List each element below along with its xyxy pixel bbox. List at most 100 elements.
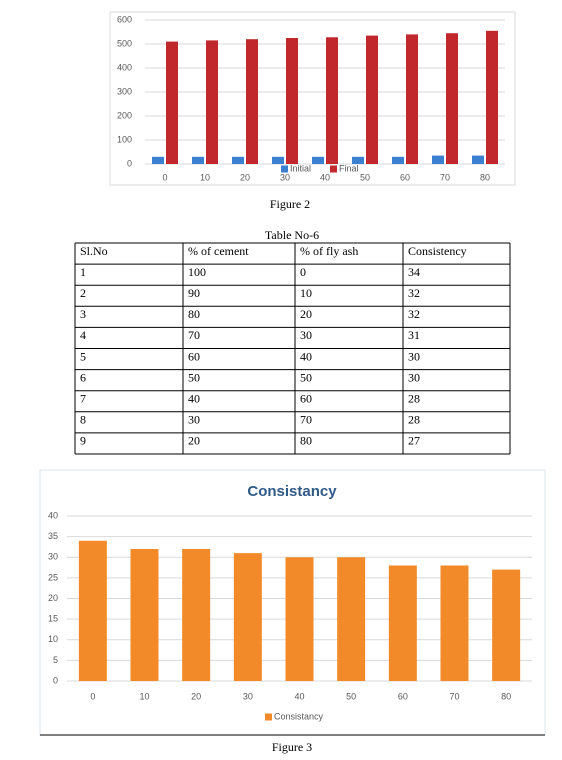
y-tick-label: 300 xyxy=(117,86,132,96)
table-cell: 31 xyxy=(408,328,420,342)
bar xyxy=(246,39,258,165)
bar xyxy=(388,565,417,681)
x-tick-label: 50 xyxy=(346,691,356,701)
x-tick-label: 0 xyxy=(90,691,95,701)
x-tick-label: 60 xyxy=(398,691,408,701)
x-tick-label: 80 xyxy=(501,691,511,701)
table-cell: 3 xyxy=(80,307,86,321)
table: Sl.No % of cement % of fly ash Consistency 1… xyxy=(74,242,511,455)
y-tick-label: 20 xyxy=(48,593,58,603)
table-cell: 7 xyxy=(80,391,86,405)
x-tick-label: 80 xyxy=(480,172,490,182)
table-cell: 6 xyxy=(80,370,86,384)
bar xyxy=(486,30,498,164)
x-tick-label: 30 xyxy=(280,172,290,182)
table-cell: 34 xyxy=(408,265,420,279)
x-tick-label: 20 xyxy=(191,691,201,701)
legend-label: Consistancy xyxy=(274,711,324,721)
table-cell: 32 xyxy=(408,286,420,300)
y-tick-label: 200 xyxy=(117,110,132,120)
table-cell: 30 xyxy=(408,370,420,384)
x-tick-label: 50 xyxy=(360,172,370,182)
bar xyxy=(352,156,364,164)
table-cell: 100 xyxy=(188,265,206,279)
bar xyxy=(326,37,338,164)
table-cell: 20 xyxy=(300,307,312,321)
bar xyxy=(492,569,521,681)
table-cell: 50 xyxy=(300,370,312,384)
bar xyxy=(406,34,418,165)
bar xyxy=(312,156,324,164)
y-tick-label: 600 xyxy=(117,14,132,24)
table-header: % of fly ash xyxy=(300,244,358,258)
table-cell: 8 xyxy=(80,413,86,427)
figure-caption: Figure 2 xyxy=(270,197,310,211)
table-cell: 27 xyxy=(408,434,420,448)
legend-swatch xyxy=(330,165,337,173)
table-cell: 28 xyxy=(408,391,420,405)
table-header: Consistency xyxy=(408,244,467,258)
legend-label: Initial xyxy=(290,163,311,173)
x-tick-label: 40 xyxy=(320,172,330,182)
bar xyxy=(233,553,262,681)
bar xyxy=(446,33,458,165)
bar xyxy=(166,41,178,164)
legend-label: Final xyxy=(339,163,359,173)
bar xyxy=(206,40,218,164)
x-tick-label: 10 xyxy=(139,691,149,701)
y-tick-label: 25 xyxy=(48,572,58,582)
table-cell: 1 xyxy=(80,265,86,279)
y-tick-label: 35 xyxy=(48,531,58,541)
x-tick-label: 40 xyxy=(294,691,304,701)
x-tick-label: 60 xyxy=(400,172,410,182)
x-tick-label: 70 xyxy=(449,691,459,701)
bar xyxy=(130,549,159,681)
legend-swatch xyxy=(265,713,272,721)
x-tick-label: 0 xyxy=(162,172,167,182)
table-cell: 30 xyxy=(188,413,200,427)
y-tick-label: 40 xyxy=(48,510,58,520)
bar xyxy=(337,557,366,681)
table-cell: 70 xyxy=(300,413,312,427)
y-tick-label: 5 xyxy=(53,655,58,665)
bar xyxy=(472,155,484,164)
table-cell: 50 xyxy=(188,370,200,384)
y-tick-label: 10 xyxy=(48,634,58,644)
bar xyxy=(392,156,404,164)
table-cell: 60 xyxy=(188,349,200,363)
table-cell: 90 xyxy=(188,286,200,300)
bar xyxy=(78,540,107,681)
x-tick-label: 20 xyxy=(240,172,250,182)
table-cell: 40 xyxy=(300,349,312,363)
x-tick-label: 10 xyxy=(200,172,210,182)
table-cell: 80 xyxy=(300,434,312,448)
table-cell: 30 xyxy=(408,349,420,363)
table-cell: 80 xyxy=(188,307,200,321)
bar xyxy=(440,565,469,681)
bar xyxy=(152,156,164,164)
table-cell: 30 xyxy=(300,328,312,342)
table-cell: 70 xyxy=(188,328,200,342)
table-cell: 60 xyxy=(300,391,312,405)
table-cell: 4 xyxy=(80,328,86,342)
table-cell: 2 xyxy=(80,286,86,300)
chart-title: Consistancy xyxy=(247,483,337,500)
bar xyxy=(432,155,444,164)
y-tick-label: 100 xyxy=(117,134,132,144)
y-tick-label: 0 xyxy=(127,158,132,168)
table-header: % of cement xyxy=(188,244,249,258)
bar xyxy=(285,557,314,681)
table-cell: 20 xyxy=(188,434,200,448)
y-tick-label: 30 xyxy=(48,552,58,562)
bar xyxy=(366,35,378,164)
table-caption: Table No-6 xyxy=(265,228,319,242)
bar xyxy=(272,156,284,164)
y-tick-label: 15 xyxy=(48,614,58,624)
table-cell: 5 xyxy=(80,349,86,363)
y-tick-label: 0 xyxy=(53,675,58,685)
bar xyxy=(182,549,211,681)
y-tick-label: 400 xyxy=(117,62,132,72)
table-cell: 10 xyxy=(300,286,312,300)
legend-swatch xyxy=(281,165,288,173)
table-header: Sl.No xyxy=(80,244,108,258)
